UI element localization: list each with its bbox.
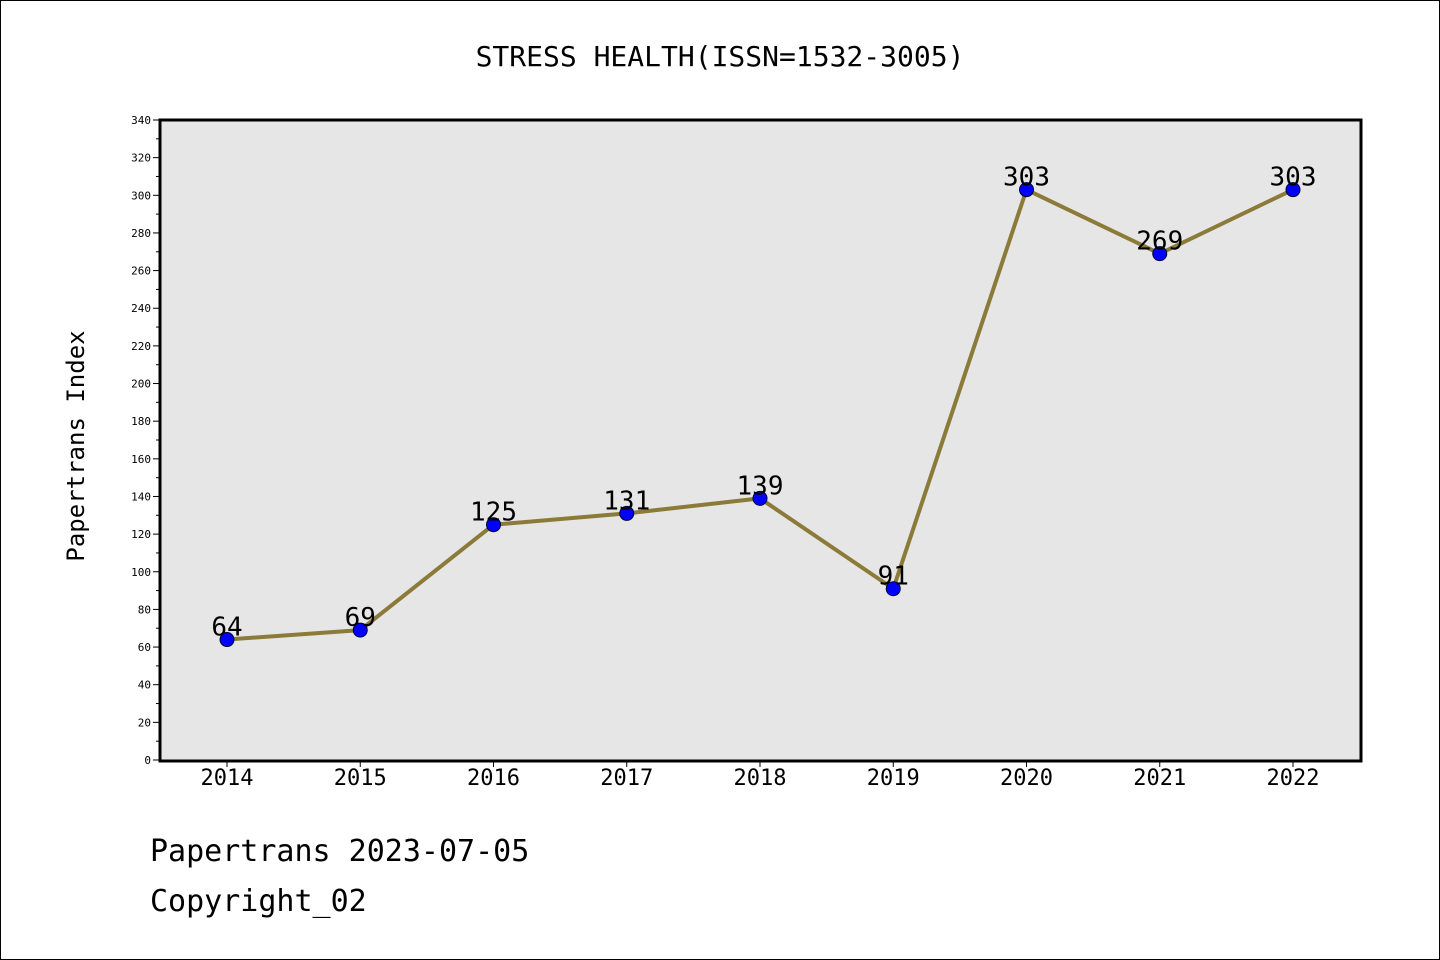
data-markers <box>219 182 1301 648</box>
y-tick-label: 0 <box>144 754 151 767</box>
x-tick-label: 2018 <box>734 766 787 791</box>
y-tick-label: 80 <box>138 603 151 616</box>
data-label: 91 <box>878 562 909 592</box>
y-tick-label: 140 <box>131 490 151 503</box>
data-label: 139 <box>737 471 784 501</box>
y-tick-label: 260 <box>131 265 151 278</box>
x-tick-label: 2021 <box>1133 766 1186 791</box>
data-label: 303 <box>1270 163 1317 193</box>
x-tick-label: 2019 <box>867 766 920 791</box>
chart-title: STRESS HEALTH(ISSN=1532-3005) <box>476 40 965 73</box>
x-tick-label: 2022 <box>1267 766 1320 791</box>
x-tick-label: 2015 <box>334 766 387 791</box>
y-tick-label: 60 <box>138 641 151 654</box>
y-tick-label: 320 <box>131 152 151 165</box>
y-tick-label: 20 <box>138 716 151 729</box>
y-axis-ticks: 0 20 40 60 80 100 120 140 160 180 200 220 240 260 280 3… <box>131 114 160 767</box>
y-tick-label: 120 <box>131 528 151 541</box>
x-tick-label: 2016 <box>467 766 520 791</box>
y-tick-label: 160 <box>131 453 151 466</box>
data-point-marker <box>219 632 235 648</box>
data-point-marker <box>752 490 768 506</box>
data-labels: 64 69 125 131 139 91 303 269 303 <box>211 163 1316 643</box>
y-tick-label: 100 <box>131 566 151 579</box>
data-point-marker <box>486 517 501 533</box>
y-tick-label: 220 <box>131 340 151 353</box>
data-point-marker <box>1019 182 1034 198</box>
x-axis-ticks: 2014 2015 2016 2017 2018 2019 2020 2021 2022 <box>201 760 1320 791</box>
footer-copyright: Copyright_02 <box>150 884 367 919</box>
x-tick-label: 2020 <box>1000 766 1053 791</box>
data-label: 303 <box>1003 163 1050 193</box>
data-point-marker <box>1152 246 1168 262</box>
y-tick-label: 40 <box>138 679 151 692</box>
y-tick-label: 180 <box>131 415 151 428</box>
data-label: 269 <box>1136 227 1183 257</box>
footer-date-line: Papertrans 2023-07-05 <box>150 834 530 869</box>
x-tick-label: 2014 <box>201 766 254 791</box>
data-point-marker <box>619 505 635 521</box>
data-point-marker <box>352 622 368 638</box>
x-tick-label: 2017 <box>600 766 653 791</box>
y-tick-label: 300 <box>131 189 151 202</box>
y-tick-label: 240 <box>131 302 151 315</box>
data-point-marker <box>885 581 901 597</box>
data-point-marker <box>1285 182 1301 198</box>
y-tick-label: 280 <box>131 227 151 240</box>
y-tick-label: 200 <box>131 378 151 391</box>
data-label: 64 <box>211 613 242 643</box>
y-axis-label: Papertrans Index <box>62 330 90 561</box>
data-label: 131 <box>603 486 650 516</box>
plot-area <box>158 118 1363 763</box>
y-tick-label: 340 <box>131 114 151 127</box>
data-label: 125 <box>470 498 517 528</box>
data-label: 69 <box>345 603 376 633</box>
